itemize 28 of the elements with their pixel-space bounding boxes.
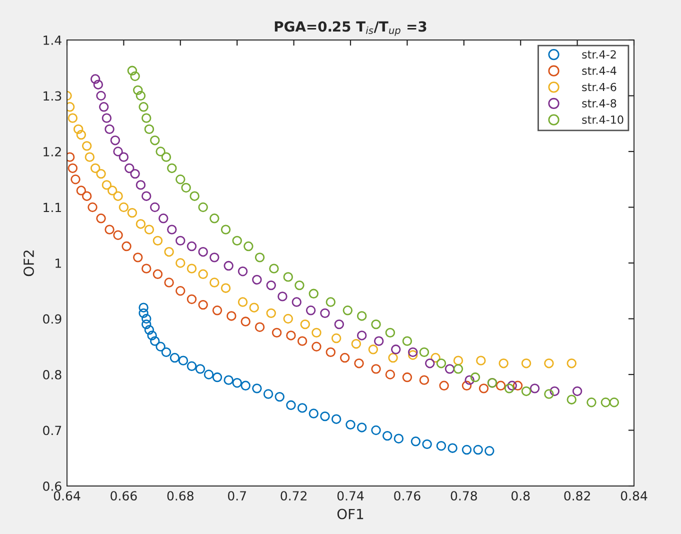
legend-label: str.4-4 bbox=[582, 66, 616, 75]
legend-label: str.4-8 bbox=[582, 99, 616, 108]
y-tick-label: 0.7 bbox=[43, 426, 62, 436]
y-tick-label: 0.8 bbox=[43, 370, 62, 380]
legend-label: str.4-10 bbox=[582, 115, 624, 124]
y-tick-label: 0.6 bbox=[43, 481, 62, 491]
x-tick-label: 0.8 bbox=[511, 491, 530, 501]
y-tick-label: 0.9 bbox=[43, 314, 62, 324]
y-tick-label: 1.1 bbox=[44, 202, 61, 212]
x-tick-label: 0.72 bbox=[280, 491, 306, 501]
x-tick-label: 0.66 bbox=[110, 491, 137, 501]
y-tick-label: 1 bbox=[56, 258, 61, 268]
x-tick-label: 0.78 bbox=[450, 491, 477, 501]
x-tick-label: 0.7 bbox=[228, 491, 246, 501]
x-tick-label: 0.74 bbox=[337, 491, 364, 501]
x-tick-label: 0.68 bbox=[167, 491, 194, 501]
y-tick-label: 1.4 bbox=[44, 36, 62, 45]
x-tick-label: 0.84 bbox=[620, 491, 648, 501]
x-tick-label: 0.76 bbox=[394, 491, 420, 501]
y-tick-label: 1.3 bbox=[44, 91, 62, 101]
x-tick-label: 0.64 bbox=[54, 491, 80, 501]
chart-title: PGA=0.25 T$_{is}$/T$_{up}$ =3 bbox=[274, 21, 426, 36]
legend-label: str.4-6 bbox=[582, 82, 616, 92]
y-axis-title: OF2 bbox=[24, 250, 34, 276]
y-tick-label: 1.2 bbox=[44, 146, 61, 156]
x-axis-title: OF1 bbox=[337, 508, 364, 520]
x-tick-label: 0.82 bbox=[564, 491, 590, 501]
legend-label: str.4-2 bbox=[582, 50, 616, 59]
